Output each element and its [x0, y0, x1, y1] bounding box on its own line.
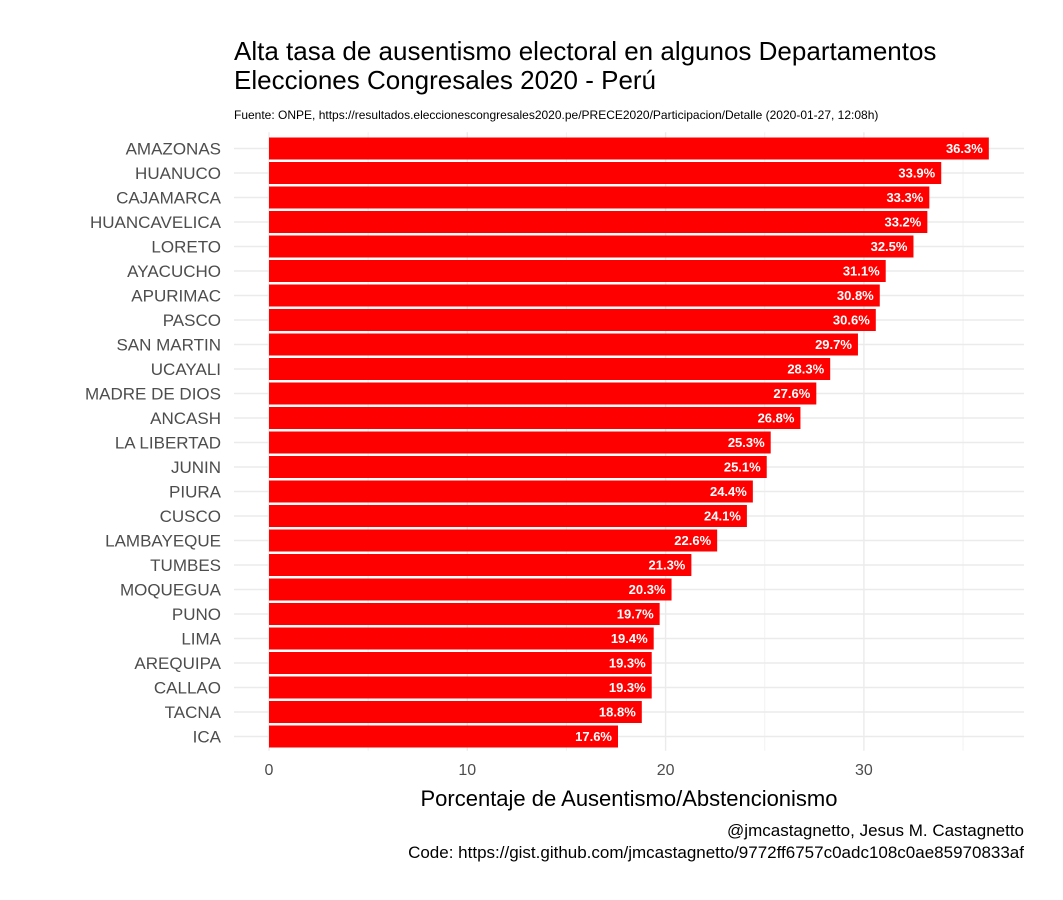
bar — [269, 725, 619, 748]
category-label: HUANCAVELICA — [90, 213, 222, 232]
category-label: SAN MARTIN — [116, 336, 221, 355]
bar — [269, 162, 942, 184]
bar-value-label: 32.5% — [871, 239, 908, 254]
bar-value-label: 31.1% — [843, 264, 880, 279]
caption-author: @jmcastagnetto, Jesus M. Castagnetto — [727, 821, 1024, 840]
chart-title: Alta tasa de ausentismo electoral en alg… — [234, 36, 936, 66]
category-label: TACNA — [165, 703, 222, 722]
bar-value-label: 18.8% — [599, 705, 636, 720]
bar-value-label: 19.7% — [617, 607, 654, 622]
bar — [269, 627, 654, 650]
bar — [269, 260, 886, 282]
bar — [269, 309, 876, 331]
bar-value-label: 17.6% — [575, 729, 612, 744]
category-label: PUNO — [172, 605, 221, 624]
bar — [269, 333, 858, 356]
x-axis-label: Porcentaje de Ausentismo/Abstencionismo — [420, 786, 837, 811]
bar — [269, 480, 753, 503]
category-label: UCAYALI — [151, 360, 221, 379]
category-label: LIMA — [181, 630, 221, 649]
bar — [269, 578, 672, 601]
category-label: CAJAMARCA — [116, 189, 222, 208]
category-label: JUNIN — [171, 458, 221, 477]
category-label: APURIMAC — [131, 287, 221, 306]
category-label: LORETO — [151, 238, 221, 257]
bar-value-label: 22.6% — [674, 533, 711, 548]
category-label: AYACUCHO — [127, 262, 221, 281]
bar-value-label: 36.3% — [946, 141, 983, 156]
x-tick-label: 0 — [265, 762, 274, 779]
category-label: ANCASH — [150, 409, 221, 428]
bar-value-label: 29.7% — [815, 337, 852, 352]
category-label: MOQUEGUA — [120, 581, 222, 600]
category-label: LA LIBERTAD — [115, 434, 221, 453]
bar-value-label: 24.1% — [704, 509, 741, 524]
x-tick-label: 30 — [855, 762, 873, 779]
bar — [269, 186, 930, 209]
bar-value-label: 33.9% — [898, 166, 935, 181]
bar-value-label: 25.3% — [728, 435, 765, 450]
bar-value-label: 30.6% — [833, 313, 870, 328]
category-label: LAMBAYEQUE — [105, 532, 221, 551]
bar-value-label: 28.3% — [787, 362, 824, 377]
bar — [269, 554, 692, 576]
category-label: CUSCO — [160, 507, 221, 526]
bar — [269, 505, 747, 527]
category-label: PIURA — [169, 483, 222, 502]
chart-subtitle: Fuente: ONPE, https://resultados.eleccio… — [234, 108, 878, 122]
bar-value-label: 21.3% — [649, 558, 686, 573]
x-tick-label: 20 — [657, 762, 675, 779]
category-label: CALLAO — [154, 679, 221, 698]
bar — [269, 284, 880, 307]
category-label: MADRE DE DIOS — [85, 385, 221, 404]
bar — [269, 235, 914, 258]
bar — [269, 652, 652, 674]
bar — [269, 456, 767, 478]
category-label: ICA — [193, 728, 222, 747]
category-label: AREQUIPA — [134, 654, 221, 673]
bar — [269, 211, 928, 233]
bar-value-label: 26.8% — [758, 411, 795, 426]
bar — [269, 358, 831, 380]
bar-value-label: 33.2% — [884, 215, 921, 230]
bar-value-label: 33.3% — [886, 190, 923, 205]
bar — [269, 701, 642, 723]
bar-value-label: 24.4% — [710, 484, 747, 499]
bar-value-label: 20.3% — [629, 582, 666, 597]
bar — [269, 382, 817, 405]
bar — [269, 676, 652, 699]
bar — [269, 407, 801, 429]
x-tick-label: 10 — [458, 762, 476, 779]
category-label: PASCO — [163, 311, 221, 330]
bar-value-label: 27.6% — [773, 386, 810, 401]
bar-value-label: 19.3% — [609, 656, 646, 671]
caption-code: Code: https://gist.github.com/jmcastagne… — [408, 843, 1024, 862]
bar — [269, 431, 771, 454]
bar-value-label: 19.3% — [609, 680, 646, 695]
bar — [269, 529, 718, 552]
bar-value-label: 30.8% — [837, 288, 874, 303]
bar — [269, 137, 989, 160]
category-label: TUMBES — [150, 556, 221, 575]
bars: 36.3% 33.9% 33.3% 33.2% 32.5% 31.1% 30.8% 30.6%… — [269, 137, 989, 748]
chart-title-line2: Elecciones Congresales 2020 - Perú — [234, 65, 656, 95]
bar — [269, 603, 660, 625]
category-labels: AMAZONAS HUANUCO CAJAMARCA HUANCAVELICA LORE… — [85, 140, 222, 747]
bar-value-label: 25.1% — [724, 460, 761, 475]
x-tick-labels: 0 10 20 30 — [265, 762, 873, 779]
category-label: HUANUCO — [135, 164, 221, 183]
bar-value-label: 19.4% — [611, 631, 648, 646]
category-label: AMAZONAS — [126, 140, 221, 159]
